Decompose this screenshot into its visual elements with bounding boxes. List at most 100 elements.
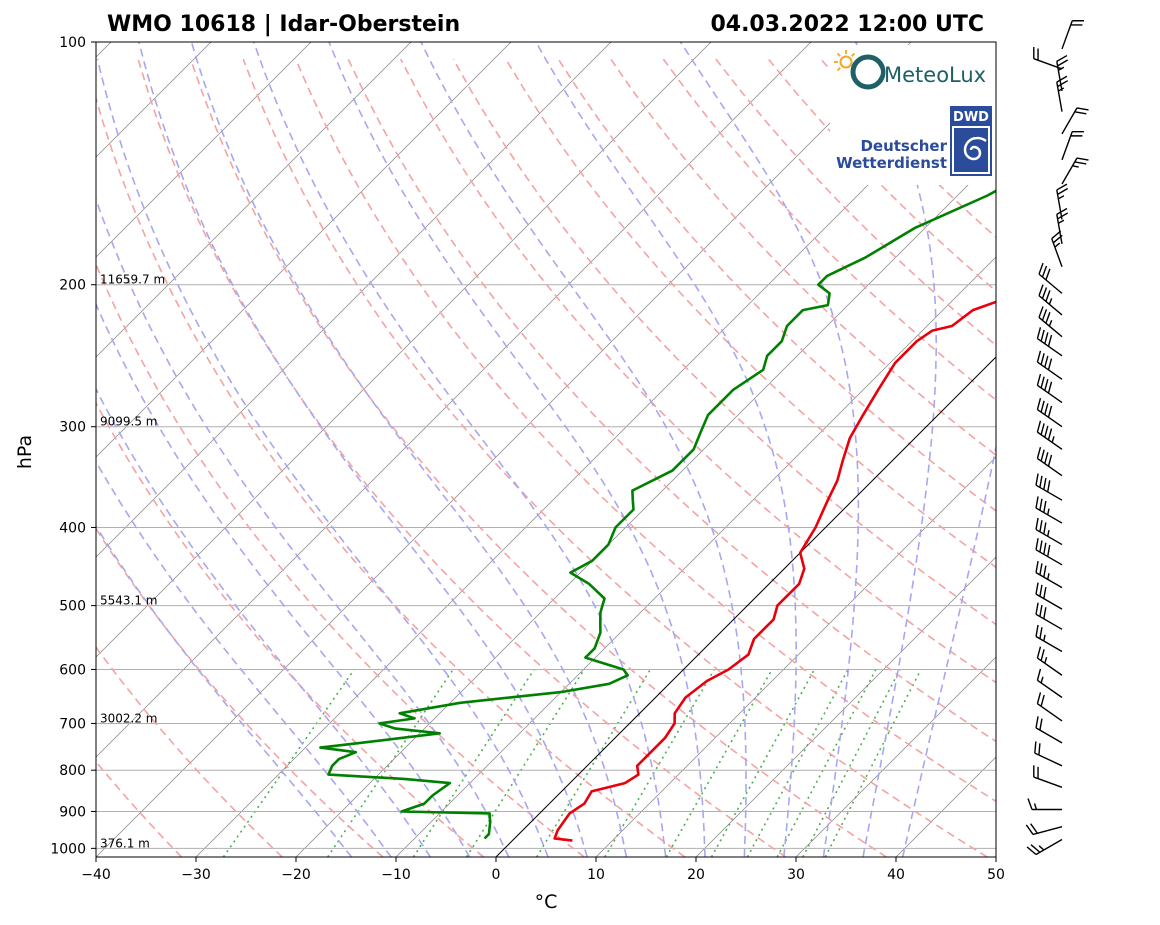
meteolux-logo-text: MeteoLux	[884, 63, 986, 87]
wind-barb	[1035, 716, 1063, 744]
isotherm-line	[595, 456, 996, 857]
wind-barb	[1038, 306, 1063, 338]
moist-adiabat-line	[253, 42, 667, 857]
x-tick-label: 10	[587, 867, 605, 883]
dry-adiabat-line	[452, 58, 996, 626]
y-tick-label: 600	[59, 662, 86, 678]
wind-barb	[1056, 183, 1069, 220]
wind-barb	[1061, 157, 1089, 185]
isotherm-line	[395, 256, 996, 857]
mixing-ratio-line	[802, 669, 901, 857]
isotherm-line	[795, 656, 996, 857]
wind-barb	[1035, 561, 1063, 589]
wind-barb	[1025, 823, 1063, 836]
dry-adiabat-line	[399, 58, 996, 684]
wind-barb	[1036, 420, 1063, 450]
y-tick-label: 400	[59, 520, 86, 536]
height-label: 376.1 m	[100, 836, 150, 850]
wind-barb	[1035, 538, 1063, 566]
zero-isotherm	[495, 356, 996, 857]
wind-barbs	[1025, 20, 1089, 856]
dry-adiabat-line	[505, 58, 996, 569]
moist-adiabat-line	[96, 58, 549, 857]
dwd-spiral-icon	[963, 136, 987, 161]
dry-adiabat-line	[137, 58, 787, 857]
x-axis-ticks: −40 −30 −20 −10 0 10 20 30 40 50	[81, 857, 1005, 883]
isotherm-line	[96, 42, 712, 658]
moist-adiabat-line	[138, 42, 589, 857]
plot-frame	[95, 41, 997, 858]
wind-barb	[1034, 741, 1063, 767]
wind-barb	[1036, 646, 1063, 676]
wind-barb	[1056, 207, 1069, 245]
moist-adiabat-line	[679, 42, 860, 857]
wind-barb	[1036, 668, 1063, 699]
chart-title-datetime: 04.03.2022 12:00 UTC	[710, 12, 984, 37]
wind-barb	[1036, 398, 1063, 428]
wind-barb	[1036, 692, 1063, 722]
wind-barb	[1026, 838, 1063, 856]
x-tick-label: 50	[987, 867, 1005, 883]
dewpoint-profile-line	[319, 189, 996, 840]
y-tick-label: 800	[59, 763, 86, 779]
wind-barb	[1035, 517, 1063, 546]
dwd-badge-text: DWD	[953, 110, 989, 125]
chart-title-station: WMO 10618 | Idar-Oberstein	[107, 12, 460, 37]
isotherm-line	[695, 556, 996, 857]
y-tick-label: 700	[59, 716, 86, 732]
y-tick-label: 1000	[50, 841, 86, 857]
dry-adiabat-line	[347, 58, 996, 743]
wind-barb	[1035, 624, 1063, 653]
moist-adiabat-line	[96, 387, 432, 857]
pressure-gridlines	[96, 42, 996, 849]
mixing-ratio-line	[412, 669, 535, 857]
isotherm-line	[96, 42, 812, 758]
dry-adiabat-line	[242, 58, 988, 857]
isotherm-line	[96, 42, 912, 857]
x-tick-label: 40	[887, 867, 905, 883]
logo-area: MeteoLux DWD Deutscher Wetterdienst	[830, 45, 996, 185]
mixing-ratio-line	[604, 669, 715, 857]
meteolux-ring-icon	[850, 54, 886, 90]
mixing-ratio-line	[536, 669, 651, 857]
moist-adiabat-line	[96, 197, 510, 857]
y-tick-label: 900	[59, 804, 86, 820]
y-axis-label: hPa	[14, 435, 36, 469]
mixing-ratio-line	[222, 669, 355, 857]
dwd-text-line1: Deutscher	[860, 137, 947, 155]
mixing-ratio-line	[824, 669, 922, 857]
height-labels: 11659.7 m 9099.5 m 5543.1 m 3002.2 m 376.1 m	[100, 273, 165, 851]
height-label: 3002.2 m	[100, 711, 158, 725]
x-tick-label: −30	[181, 867, 211, 883]
dry-adiabat-line	[96, 527, 384, 857]
x-tick-label: 30	[787, 867, 805, 883]
x-tick-label: 20	[687, 867, 705, 883]
wind-barb	[1061, 107, 1089, 135]
y-tick-label: 200	[59, 278, 86, 294]
y-tick-label: 500	[59, 599, 86, 615]
wind-barb	[1036, 327, 1063, 357]
wind-barb	[1027, 798, 1062, 811]
wind-barb	[1036, 446, 1063, 477]
dry-adiabat-line	[96, 401, 485, 857]
dry-adiabat-line	[294, 58, 996, 803]
y-tick-label: 300	[59, 420, 86, 436]
wind-barb	[1036, 350, 1063, 380]
dwd-text-line2: Wetterdienst	[836, 154, 947, 172]
moist-adiabat-line	[190, 42, 628, 857]
y-axis-ticks: 100 200 300 400 500 600 700 800 900 1000	[50, 35, 96, 857]
wind-barb	[1033, 46, 1063, 70]
wind-barb	[1036, 373, 1063, 404]
mixing-ratio-lines	[222, 669, 922, 857]
wind-barb	[1035, 602, 1063, 630]
x-tick-label: −10	[381, 867, 411, 883]
moist-adiabat-line	[535, 42, 797, 857]
height-label: 9099.5 m	[100, 415, 158, 429]
wind-barb	[1061, 20, 1084, 50]
isotherm-line	[96, 42, 612, 558]
wind-barb	[1035, 496, 1063, 524]
isotherm-line	[96, 42, 312, 258]
wind-barb	[1061, 130, 1084, 161]
moist-adiabat-line	[902, 443, 996, 857]
sun-icon	[834, 50, 856, 72]
